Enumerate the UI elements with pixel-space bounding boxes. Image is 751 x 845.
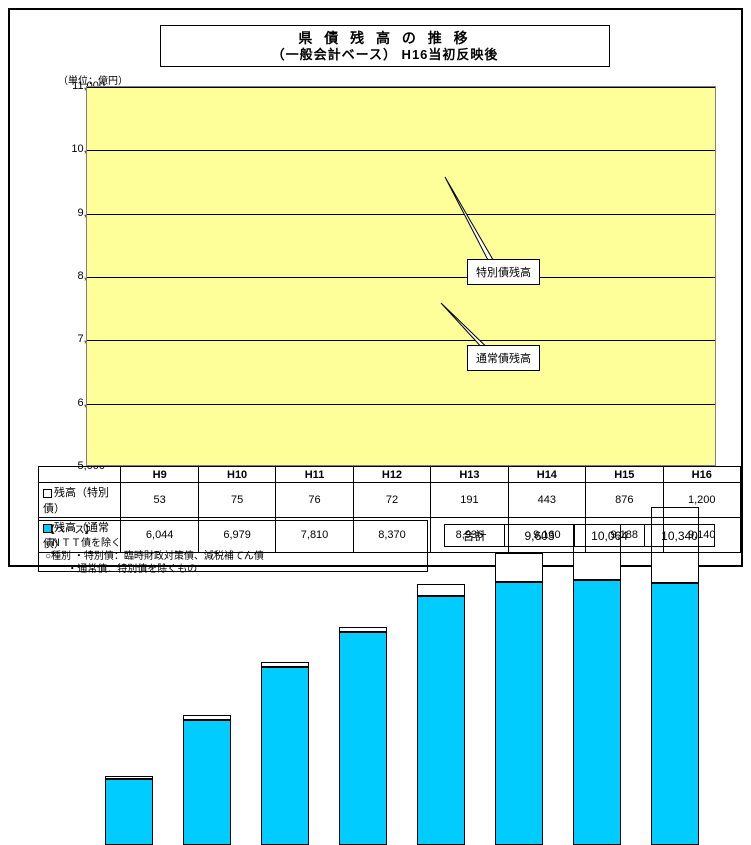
bar-special [183, 715, 231, 720]
totals-table: 合計 9,603 10,064 10,340 [444, 524, 715, 547]
outer-frame: 県 債 残 高 の 推 移 （一般会計ベース） H16当初反映後 （単位：億円）… [8, 8, 743, 567]
notes-line1: ○ＮＴＴ債を除く [45, 537, 421, 550]
table-col-header: H16 [663, 467, 741, 483]
table-cell: 1,200 [663, 483, 741, 518]
notes-line2: ○種別 ・特別債：臨時財政対策債、減税補てん債 [45, 550, 421, 563]
gridline [87, 340, 715, 341]
totals-v1: 10,064 [575, 525, 645, 547]
gridline [87, 404, 715, 405]
table-col-header: H14 [508, 467, 585, 483]
table-cell: 75 [198, 483, 275, 518]
bar-normal [339, 632, 387, 845]
gridline [87, 87, 715, 88]
table-col-header: H11 [276, 467, 353, 483]
title-line1: 県 債 残 高 の 推 移 [161, 29, 609, 47]
title-line2: （一般会計ベース） H16当初反映後 [161, 47, 609, 64]
table-col-header: H12 [353, 467, 430, 483]
notes-box: 【ベース】 ○ＮＴＴ債を除く ○種別 ・特別債：臨時財政対策債、減税補てん債 ・… [38, 520, 428, 572]
table-cell: 53 [121, 483, 198, 518]
notes-line3: ・通常債：特別債を除くもの [45, 563, 421, 576]
table-corner [39, 467, 121, 483]
gridline [87, 277, 715, 278]
bar-special [105, 776, 153, 779]
table-cell: 443 [508, 483, 585, 518]
table-col-header: H13 [431, 467, 508, 483]
table-cell: 72 [353, 483, 430, 518]
bar-normal [573, 580, 621, 845]
table-cell: 76 [276, 483, 353, 518]
chart-title: 県 債 残 高 の 推 移 （一般会計ベース） H16当初反映後 [160, 25, 610, 67]
chart-plot-area: 特別債残高 通常債残高 [86, 86, 716, 466]
totals-v0: 9,603 [505, 525, 575, 547]
gridline [87, 150, 715, 151]
bar-normal [651, 583, 699, 845]
callout-special: 特別債残高 [467, 259, 540, 285]
table-cell: 191 [431, 483, 508, 518]
bar-special [339, 627, 387, 632]
notes-heading: 【ベース】 [45, 524, 421, 537]
totals-label: 合計 [445, 525, 505, 547]
table-col-header: H15 [586, 467, 663, 483]
table-col-header: H9 [121, 467, 198, 483]
bar-special [417, 584, 465, 596]
callout-normal: 通常債残高 [467, 345, 540, 371]
table-cell: 876 [586, 483, 663, 518]
bar-normal [261, 667, 309, 845]
table-row-special-label: 残高（特別債） [39, 483, 121, 518]
table-col-header: H10 [198, 467, 275, 483]
bar-normal [495, 582, 543, 845]
bar-normal [417, 596, 465, 845]
bar-special [261, 662, 309, 667]
bar-special [495, 553, 543, 581]
totals-v2: 10,340 [645, 525, 715, 547]
gridline [87, 214, 715, 215]
plot-background [87, 87, 715, 465]
bar-normal [105, 779, 153, 845]
bar-normal [183, 720, 231, 845]
